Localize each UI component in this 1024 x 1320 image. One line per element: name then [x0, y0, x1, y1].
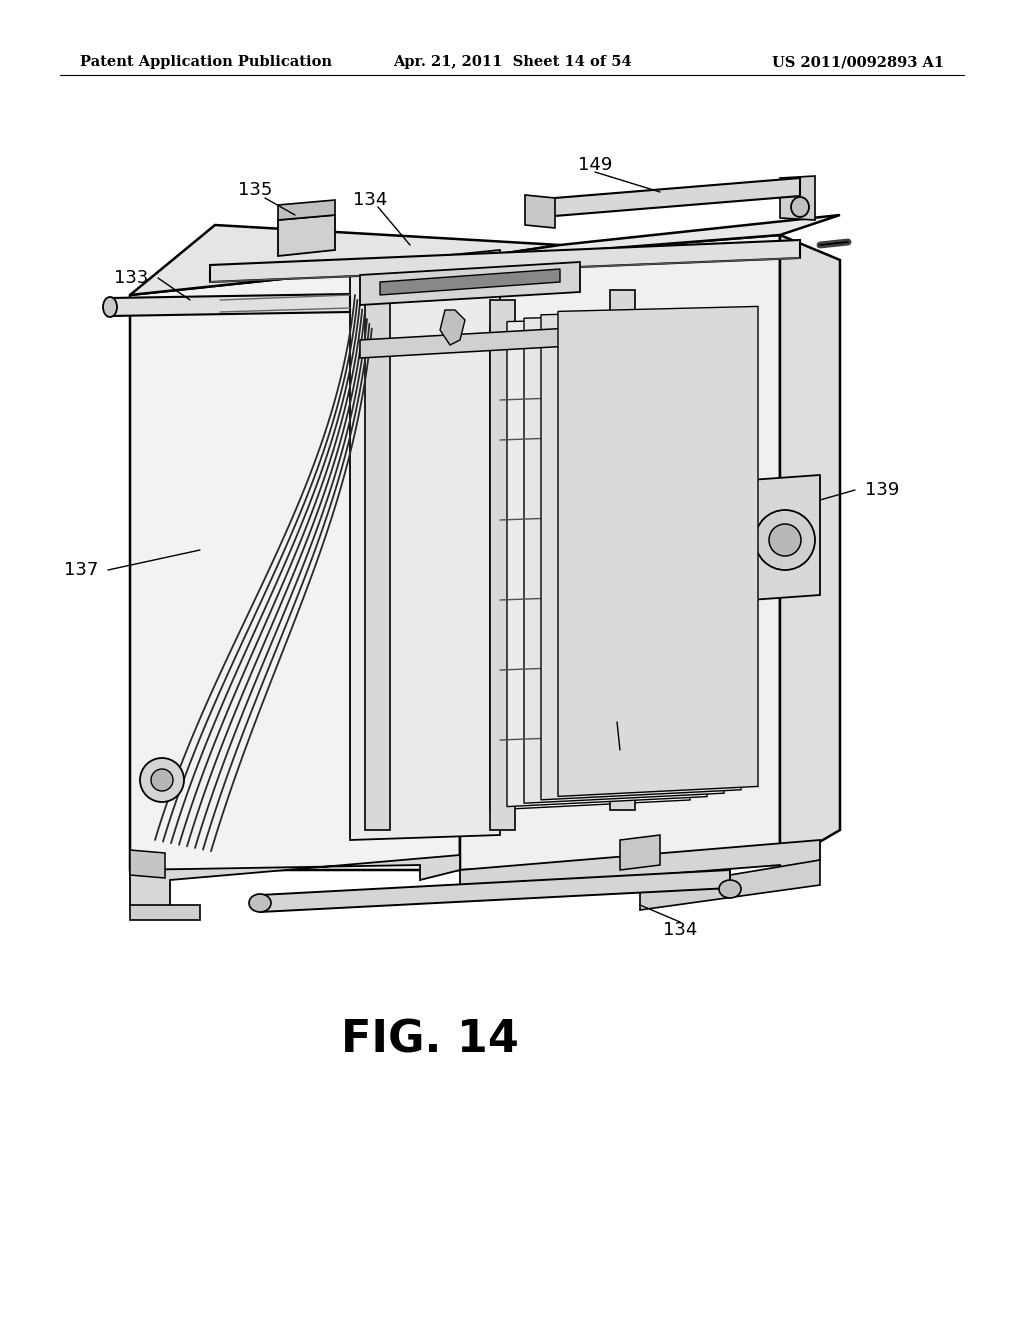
Polygon shape — [750, 475, 820, 601]
Polygon shape — [130, 224, 560, 294]
Polygon shape — [278, 215, 335, 256]
Text: 139: 139 — [865, 480, 899, 499]
Polygon shape — [130, 906, 200, 920]
Text: 134: 134 — [663, 921, 697, 939]
Polygon shape — [780, 176, 815, 220]
Polygon shape — [365, 300, 390, 830]
Circle shape — [755, 510, 815, 570]
Text: FIG. 14: FIG. 14 — [341, 1019, 519, 1061]
Polygon shape — [541, 310, 741, 800]
Text: Patent Application Publication: Patent Application Publication — [80, 55, 332, 69]
Polygon shape — [507, 317, 707, 807]
Polygon shape — [620, 836, 660, 870]
Text: 135: 135 — [238, 181, 272, 199]
Text: 134: 134 — [353, 191, 387, 209]
Polygon shape — [460, 235, 780, 870]
Polygon shape — [525, 195, 555, 228]
Polygon shape — [558, 306, 758, 796]
Text: Apr. 21, 2011  Sheet 14 of 54: Apr. 21, 2011 Sheet 14 of 54 — [392, 55, 632, 69]
Ellipse shape — [249, 894, 271, 912]
Polygon shape — [210, 240, 800, 282]
Ellipse shape — [719, 880, 741, 898]
Text: 138: 138 — [617, 706, 651, 723]
Polygon shape — [460, 840, 820, 890]
Text: 133: 133 — [114, 269, 148, 286]
Polygon shape — [130, 260, 460, 870]
Circle shape — [140, 758, 184, 803]
Ellipse shape — [791, 197, 809, 216]
Text: 137: 137 — [63, 561, 98, 579]
Circle shape — [151, 770, 173, 791]
Polygon shape — [780, 235, 840, 865]
Text: 149: 149 — [578, 156, 612, 174]
Polygon shape — [130, 850, 165, 878]
Polygon shape — [350, 249, 500, 840]
Ellipse shape — [103, 297, 117, 317]
Polygon shape — [278, 201, 335, 220]
Polygon shape — [640, 861, 820, 909]
Polygon shape — [130, 855, 460, 915]
Polygon shape — [610, 290, 635, 810]
Polygon shape — [524, 313, 724, 803]
Polygon shape — [110, 294, 350, 315]
Polygon shape — [380, 269, 560, 294]
Polygon shape — [490, 319, 690, 810]
Polygon shape — [460, 215, 840, 260]
Polygon shape — [360, 261, 580, 305]
Text: US 2011/0092893 A1: US 2011/0092893 A1 — [772, 55, 944, 69]
Polygon shape — [440, 310, 465, 345]
Polygon shape — [530, 178, 800, 218]
Polygon shape — [360, 323, 640, 358]
Polygon shape — [260, 870, 730, 912]
Circle shape — [769, 524, 801, 556]
Polygon shape — [490, 300, 515, 830]
